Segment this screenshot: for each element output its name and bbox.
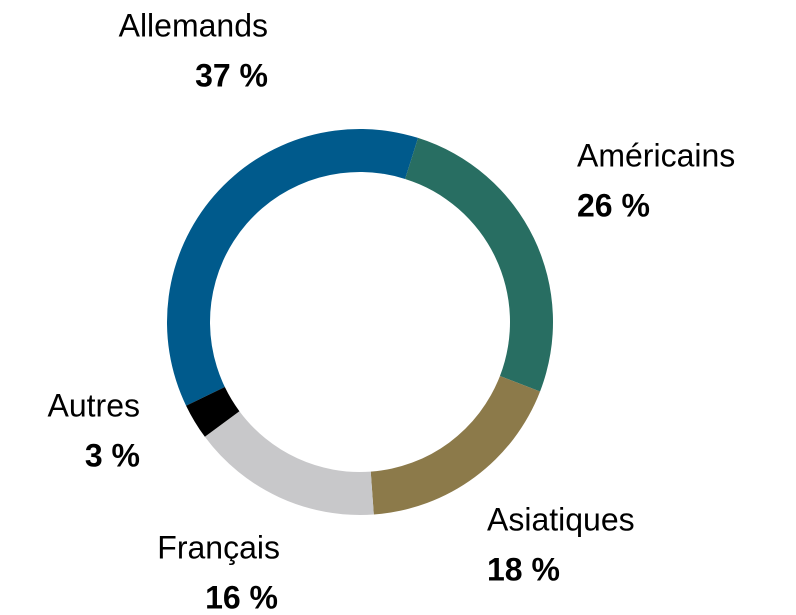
slice-label: Autres [48, 387, 140, 423]
slice-label: Asiatiques [487, 501, 635, 537]
donut-slice [405, 137, 553, 392]
slice-label: Allemands [119, 7, 268, 43]
slice-value-label: 37 % [195, 57, 268, 93]
slice-value-label: 16 % [205, 579, 278, 615]
donut-slice [370, 375, 541, 515]
slice-label: Français [157, 529, 280, 565]
donut-slice [167, 129, 419, 406]
slice-label: Américains [577, 137, 735, 173]
donut-slice [204, 411, 374, 515]
donut-slice [186, 387, 240, 437]
slice-value-label: 18 % [487, 551, 560, 587]
slice-value-label: 26 % [577, 187, 650, 223]
slice-value-label: 3 % [85, 437, 140, 473]
